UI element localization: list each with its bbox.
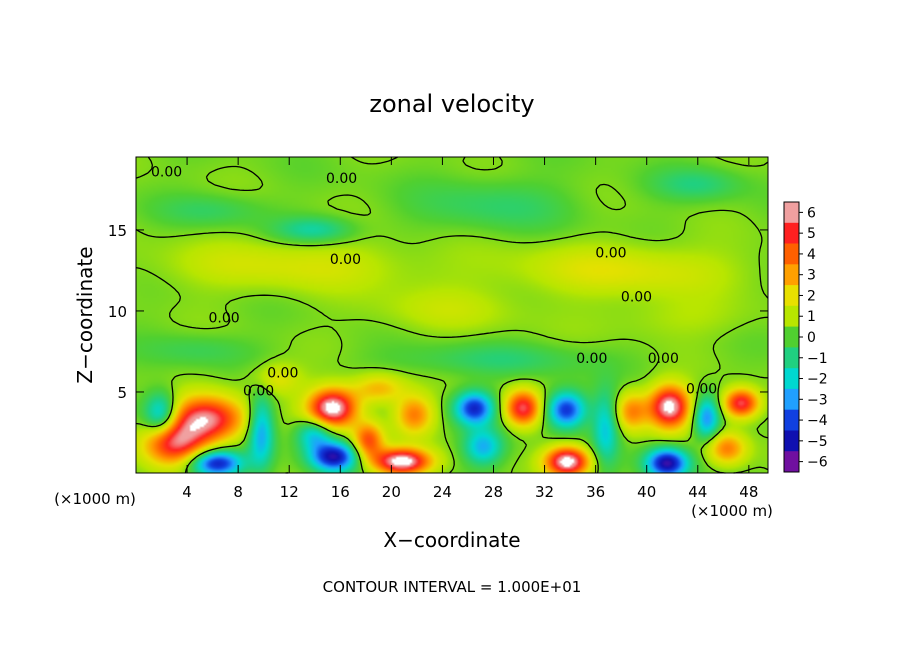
y-tick-label: 10 [108,303,127,321]
colorbar-swatch [784,368,799,390]
colorbar-tick-label: −1 [807,351,828,367]
contour-label: 0.00 [576,351,607,367]
x-tick-label: 40 [637,483,656,501]
colorbar-tick-label: −6 [807,455,828,471]
y-axis-ticks: 5 10 15 [108,222,768,402]
colorbar-tick-label: 2 [807,288,816,304]
contour-label: 0.00 [686,382,717,398]
x-tick-label: 44 [688,483,707,501]
contour-label: 0.00 [243,383,274,399]
y-tick-label: 5 [117,384,127,402]
zero-contour-path [135,156,769,474]
x-tick-label: 8 [233,483,243,501]
y-tick-label: 15 [108,222,127,240]
colorbar-swatch [784,326,799,348]
colorbar-tick-label: 5 [807,226,816,242]
colorbar-tick-label: 4 [807,247,816,263]
colorbar-tick-label: 3 [807,268,816,284]
x-tick-label: 28 [484,483,503,501]
plot-area: 0.00 0.000.00 0.000.000.000.00 0.000.000.00… [135,156,769,474]
x-tick-label: 4 [182,483,192,501]
colorbar: 6 5 4 3 2 1 0 −1 −2 −3 −4 −5 −6 [783,201,828,473]
colorbar-swatch [784,388,799,411]
x-unit-right: (×1000 m) [691,502,773,520]
contour-label: 0.00 [209,310,240,326]
colorbar-swatch [784,409,799,431]
colorbar-tick-label: −3 [807,392,828,408]
colorbar-swatch [784,430,799,452]
x-tick-label: 36 [586,483,605,501]
contour-label: 0.00 [621,289,652,305]
contour-label: 0.00 [595,246,626,262]
colorbar-swatch [784,264,799,286]
y-axis-label: Z−coordinate [73,246,97,383]
x-tick-label: 48 [739,483,758,501]
colorbar-tick-label: −2 [807,372,828,388]
velocity-field-heatmap [136,157,768,473]
colorbar-swatch [784,305,799,328]
x-tick-label: 20 [382,483,401,501]
contour-labels: 0.00 0.000.00 0.000.000.000.00 0.000.000.00… [151,165,717,400]
contour-label: 0.00 [151,165,182,181]
x-axis-label: X−coordinate [383,528,520,552]
colorbar-tick-label: 0 [807,330,816,346]
contour-label: 0.00 [326,171,357,187]
contour-label: 0.00 [267,366,298,382]
zero-contour-lines [135,156,769,474]
x-tick-label: 16 [331,483,350,501]
colorbar-swatch [784,451,799,473]
colorbar-swatch [784,222,799,245]
colorbar-swatch [784,347,799,369]
colorbar-swatch [784,243,799,265]
contour-label: 0.00 [330,252,361,268]
colorbar-swatch [784,285,799,307]
chart-title: zonal velocity [369,90,534,118]
colorbar-tick-label: −4 [807,413,828,429]
contour-label: 0.00 [648,351,679,367]
x-tick-label: 12 [280,483,299,501]
x-axis-ticks: 4 8 12 16 20 24 28 32 36 40 44 48 [182,157,758,501]
x-tick-label: 24 [433,483,452,501]
contour-interval-note: CONTOUR INTERVAL = 1.000E+01 [323,578,582,596]
x-tick-label: 32 [535,483,554,501]
colorbar-tick-label: −5 [807,434,828,450]
plot-frame [135,156,769,474]
x-unit-left: (×1000 m) [54,490,136,508]
colorbar-tick-label: 1 [807,309,816,325]
colorbar-swatch [784,202,799,224]
colorbar-tick-label: 6 [807,205,816,221]
